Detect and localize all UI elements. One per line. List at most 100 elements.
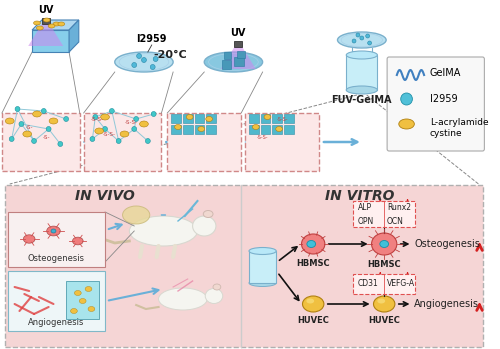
Ellipse shape bbox=[158, 288, 207, 310]
Ellipse shape bbox=[80, 298, 86, 304]
Text: GelMA: GelMA bbox=[430, 68, 462, 78]
Ellipse shape bbox=[34, 21, 40, 25]
Ellipse shape bbox=[399, 119, 414, 129]
Ellipse shape bbox=[198, 126, 204, 132]
Ellipse shape bbox=[252, 125, 259, 129]
Circle shape bbox=[146, 139, 150, 143]
Bar bbox=[42, 18, 50, 24]
Text: OPN: OPN bbox=[358, 216, 374, 225]
Text: HUVEC: HUVEC bbox=[368, 316, 400, 325]
Bar bbox=[238, 51, 245, 58]
Ellipse shape bbox=[115, 52, 173, 72]
Text: OCN: OCN bbox=[387, 216, 404, 225]
Ellipse shape bbox=[380, 240, 388, 247]
Bar bbox=[353, 201, 416, 227]
Text: -S-S-: -S-S- bbox=[257, 135, 268, 140]
Text: UV: UV bbox=[230, 28, 246, 38]
Ellipse shape bbox=[378, 298, 385, 304]
Text: Angiogenesis: Angiogenesis bbox=[414, 299, 480, 309]
Bar bbox=[8, 271, 105, 331]
Bar bbox=[260, 114, 270, 123]
Text: IN VIVO: IN VIVO bbox=[75, 189, 135, 203]
Ellipse shape bbox=[122, 206, 150, 224]
Bar bbox=[171, 125, 181, 134]
Polygon shape bbox=[28, 24, 63, 46]
Circle shape bbox=[400, 93, 412, 105]
Circle shape bbox=[46, 126, 51, 132]
Ellipse shape bbox=[100, 114, 110, 120]
Ellipse shape bbox=[72, 237, 83, 245]
Ellipse shape bbox=[32, 111, 42, 117]
Text: Runx2: Runx2 bbox=[387, 203, 411, 213]
Ellipse shape bbox=[53, 22, 60, 26]
Text: HBMSC: HBMSC bbox=[368, 260, 401, 269]
Ellipse shape bbox=[307, 240, 316, 247]
Bar bbox=[353, 274, 416, 294]
Ellipse shape bbox=[306, 298, 314, 304]
Ellipse shape bbox=[51, 229, 56, 233]
Ellipse shape bbox=[204, 210, 213, 217]
Circle shape bbox=[58, 141, 62, 147]
Ellipse shape bbox=[374, 296, 395, 312]
Polygon shape bbox=[69, 20, 79, 52]
Text: -S-S-: -S-S- bbox=[102, 132, 116, 137]
Circle shape bbox=[132, 126, 136, 132]
Ellipse shape bbox=[346, 86, 378, 94]
Bar bbox=[171, 114, 181, 123]
Ellipse shape bbox=[24, 235, 35, 243]
Bar bbox=[260, 125, 270, 134]
Circle shape bbox=[9, 136, 14, 141]
Text: CD31: CD31 bbox=[358, 280, 378, 289]
Circle shape bbox=[90, 136, 95, 141]
Bar bbox=[234, 41, 242, 47]
Bar bbox=[8, 212, 105, 267]
Circle shape bbox=[356, 33, 360, 37]
Circle shape bbox=[360, 36, 364, 40]
Ellipse shape bbox=[74, 290, 81, 296]
Ellipse shape bbox=[174, 125, 182, 129]
Circle shape bbox=[142, 58, 146, 62]
Circle shape bbox=[19, 121, 24, 126]
Ellipse shape bbox=[140, 121, 148, 127]
Bar bbox=[272, 114, 282, 123]
Bar bbox=[234, 57, 244, 66]
Bar bbox=[206, 125, 216, 134]
Ellipse shape bbox=[249, 247, 276, 254]
Bar bbox=[206, 114, 216, 123]
Ellipse shape bbox=[205, 289, 222, 304]
Text: UV: UV bbox=[38, 5, 54, 15]
Bar bbox=[66, 281, 99, 319]
Ellipse shape bbox=[206, 117, 212, 121]
Circle shape bbox=[64, 117, 68, 121]
Ellipse shape bbox=[204, 52, 262, 72]
Bar bbox=[272, 125, 282, 134]
Text: Osteogenesis: Osteogenesis bbox=[28, 254, 85, 263]
Bar bbox=[249, 125, 258, 134]
Circle shape bbox=[42, 109, 46, 113]
Text: -20°C: -20°C bbox=[154, 50, 187, 60]
Ellipse shape bbox=[70, 309, 78, 313]
Text: I2959: I2959 bbox=[430, 94, 458, 104]
Circle shape bbox=[352, 39, 356, 43]
Ellipse shape bbox=[276, 126, 282, 132]
Ellipse shape bbox=[48, 24, 55, 28]
Circle shape bbox=[366, 34, 370, 38]
Bar bbox=[346, 55, 378, 90]
Bar bbox=[84, 113, 162, 171]
Text: Angiogenesis: Angiogenesis bbox=[28, 318, 84, 327]
Text: -S-S-: -S-S- bbox=[276, 117, 288, 122]
Text: I2959: I2959 bbox=[136, 34, 167, 44]
Ellipse shape bbox=[264, 114, 271, 119]
Bar bbox=[168, 113, 241, 171]
Bar bbox=[194, 125, 204, 134]
Text: Osteogenesis: Osteogenesis bbox=[414, 239, 480, 249]
Ellipse shape bbox=[46, 226, 60, 236]
Ellipse shape bbox=[130, 216, 198, 246]
Circle shape bbox=[32, 139, 36, 143]
FancyBboxPatch shape bbox=[387, 57, 484, 151]
Bar bbox=[284, 125, 294, 134]
Text: IN VITRO: IN VITRO bbox=[325, 189, 394, 203]
Ellipse shape bbox=[213, 284, 221, 290]
Text: VEFG-A: VEFG-A bbox=[387, 280, 415, 289]
Bar bbox=[284, 114, 294, 123]
